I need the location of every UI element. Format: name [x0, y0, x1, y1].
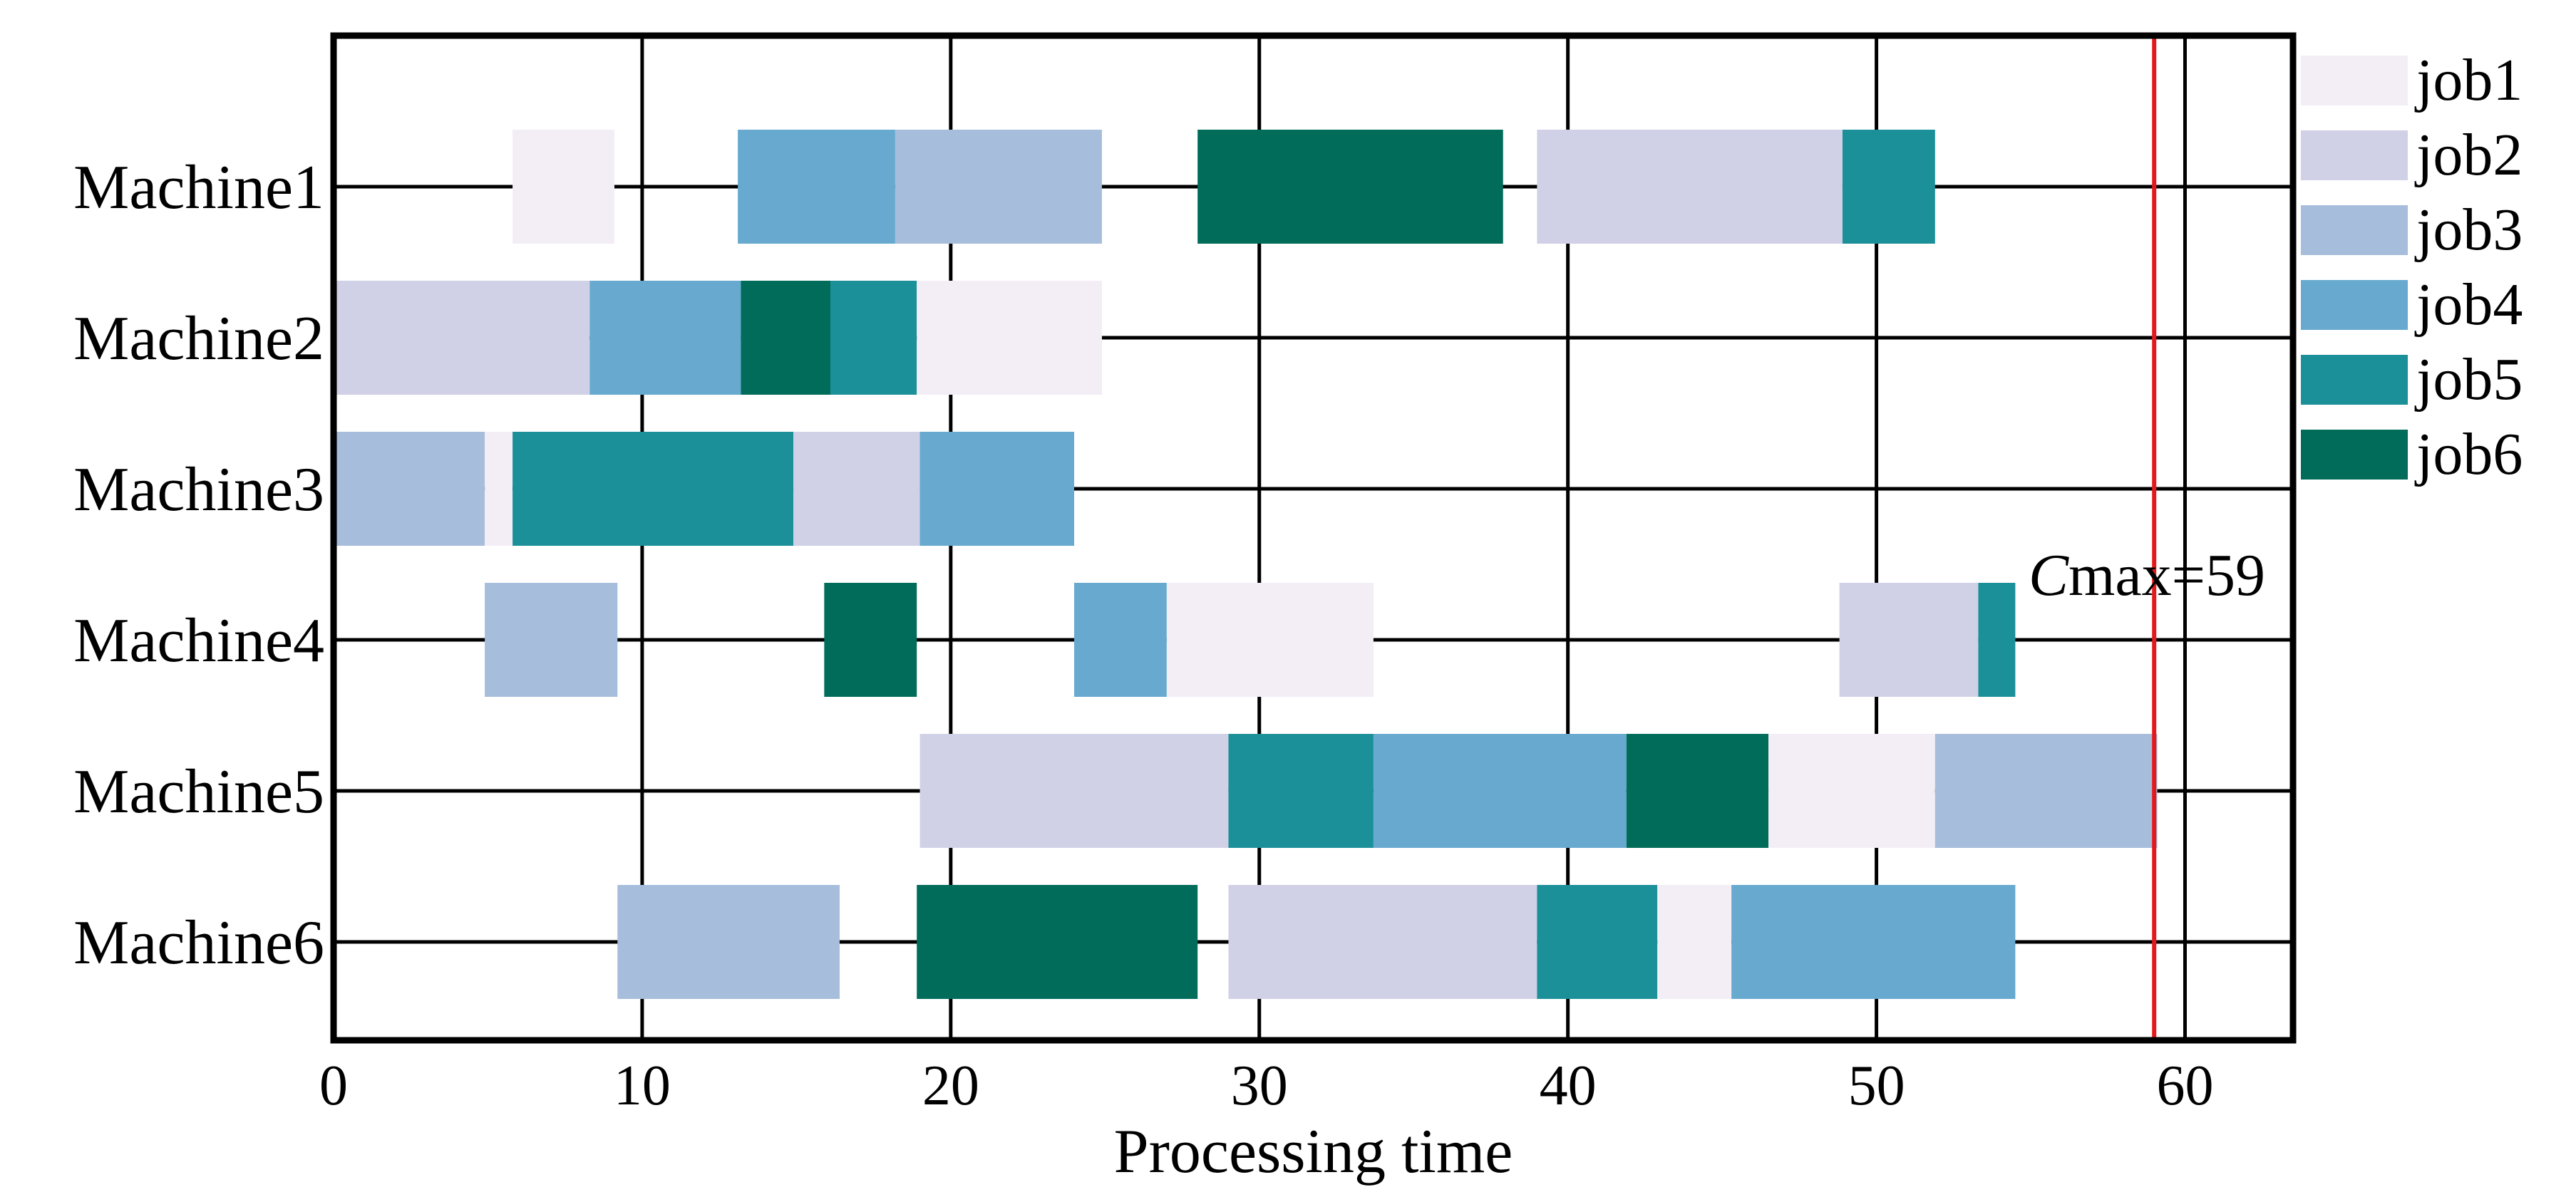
task-bar-machine1-job2	[1537, 130, 1843, 244]
task-bar-machine4-job4	[1073, 583, 1167, 697]
task-bar-machine4-job3	[485, 583, 618, 697]
plot-border	[330, 32, 2297, 1044]
task-bar-machine3-job4	[919, 432, 1074, 546]
task-bar-machine5-job3	[1934, 734, 2158, 848]
plot-frame	[330, 32, 2297, 1044]
legend-label-job3: job3	[2414, 197, 2523, 263]
task-bar-machine4-job6	[824, 583, 917, 697]
task-bar-machine3-job3	[334, 432, 485, 546]
legend-label-job4: job4	[2414, 271, 2523, 338]
legend-swatch-job6	[2301, 430, 2408, 480]
task-bar-machine1-job4	[738, 130, 895, 244]
legend-label-job5: job5	[2414, 346, 2523, 413]
legend-label-job1: job1	[2414, 47, 2523, 113]
task-bar-machine2-job2	[334, 281, 590, 395]
x-tick-label: 30	[1231, 1055, 1288, 1117]
labels: Machine1 Machine2 Machine3 Machine4 Machine5…	[73, 153, 2265, 1117]
task-bar-machine1-job6	[1197, 130, 1503, 244]
task-bar-machine3-job2	[793, 432, 920, 546]
cmax-label-italic: C	[2029, 542, 2069, 608]
legend-swatch-job2	[2301, 130, 2408, 180]
x-tick-label: 0	[319, 1055, 348, 1117]
task-bar-machine6-job2	[1228, 885, 1537, 999]
task-bar-machine3-job5	[512, 432, 794, 546]
cmax-label-rest: max=59	[2068, 542, 2265, 608]
machine-label: Machine6	[73, 908, 324, 978]
task-bar-machine6-job5	[1537, 885, 1658, 999]
x-axis-title: Processing time	[1114, 1117, 1513, 1186]
task-bar-machine1-job5	[1842, 130, 1935, 244]
task-bar-machine5-job6	[1626, 734, 1769, 848]
task-bar-machine1-job1	[512, 130, 614, 244]
legend-label-job2: job2	[2414, 122, 2523, 188]
x-tick-label: 20	[922, 1055, 979, 1117]
task-bar-machine2-job5	[830, 281, 917, 395]
legend-swatch-job5	[2301, 355, 2408, 405]
task-bar-machine5-job2	[919, 734, 1229, 848]
task-bar-machine5-job1	[1768, 734, 1935, 848]
legend-swatch-job4	[2301, 280, 2408, 330]
machine-label: Machine4	[73, 606, 324, 675]
legend: job1 job2 job3 job4 job5 job6	[2301, 47, 2523, 487]
task-bar-machine5-job4	[1373, 734, 1627, 848]
task-bar-machine2-job6	[741, 281, 830, 395]
task-bar-machine5-job5	[1228, 734, 1374, 848]
x-tick-label: 50	[1848, 1055, 1905, 1117]
task-bar-machine2-job4	[589, 281, 741, 395]
task-bar-machine6-job1	[1657, 885, 1732, 999]
legend-label-job6: job6	[2414, 421, 2523, 487]
task-bar-machine4-job5	[1978, 583, 2016, 697]
cmax-label: Cmax=59	[2029, 542, 2265, 608]
task-bar-machine6-job4	[1731, 885, 2016, 999]
x-tick-label: 40	[1540, 1055, 1597, 1117]
machine-label: Machine5	[73, 757, 324, 827]
x-tick-label: 60	[2156, 1055, 2213, 1117]
machine-label: Machine2	[73, 304, 324, 373]
machine-label: Machine3	[73, 455, 324, 524]
task-bar-machine1-job3	[895, 130, 1102, 244]
task-bar-machine4-job1	[1166, 583, 1374, 697]
task-bar-machine2-job1	[917, 281, 1102, 395]
task-bars	[334, 36, 2158, 1040]
task-bar-machine6-job3	[617, 885, 840, 999]
task-bar-machine3-job1	[485, 432, 513, 546]
legend-swatch-job1	[2301, 56, 2408, 105]
legend-swatch-job3	[2301, 205, 2408, 255]
task-bar-machine6-job6	[917, 885, 1198, 999]
task-bar-machine4-job2	[1839, 583, 1979, 697]
x-tick-label: 10	[614, 1055, 671, 1117]
machine-label: Machine1	[73, 153, 324, 222]
